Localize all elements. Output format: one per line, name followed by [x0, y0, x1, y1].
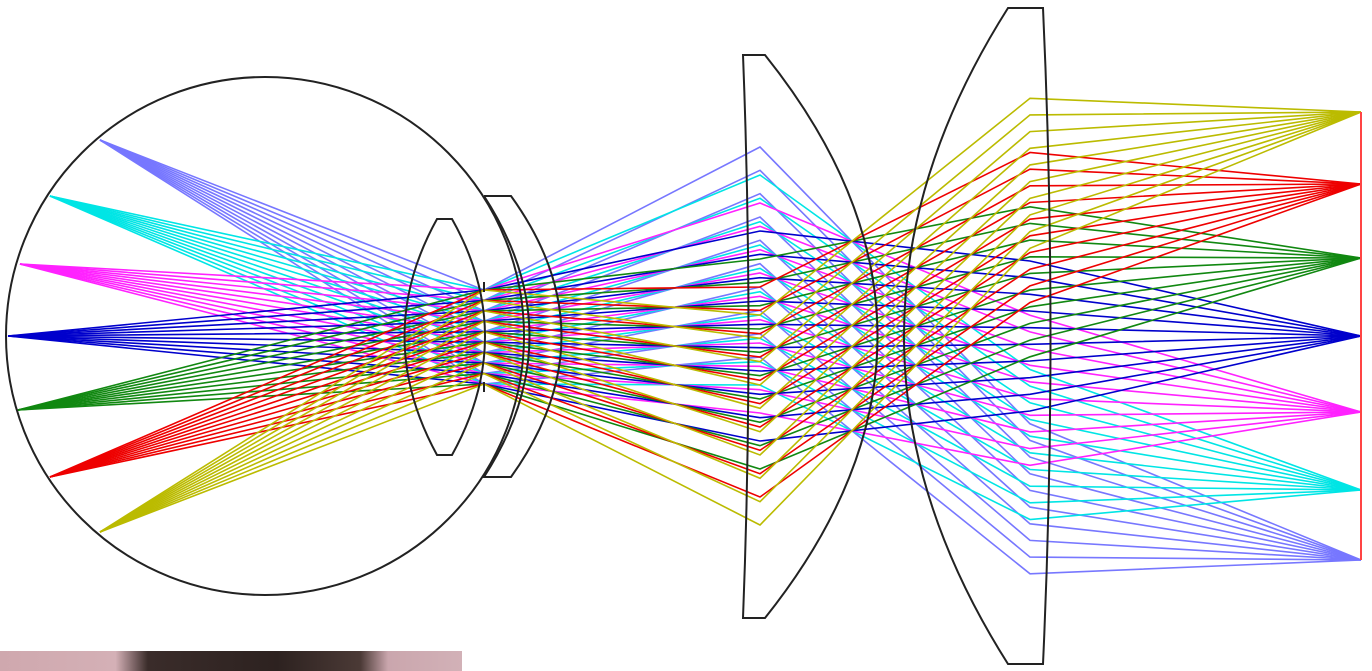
relay-lens-1 — [741, 54, 879, 619]
ray-blue-9 — [7, 335, 1362, 442]
ray-green-0 — [17, 205, 1362, 411]
ray-olive-0 — [99, 97, 1362, 533]
ray-blue-1 — [7, 253, 1362, 337]
relay-lens-2 — [903, 7, 1052, 665]
ray-cyan-1 — [49, 195, 1362, 491]
ray-green-9 — [17, 257, 1362, 470]
ray-olive-2 — [99, 111, 1362, 533]
ray-magenta-6 — [19, 263, 1362, 417]
eye-crystalline-lens — [403, 218, 486, 456]
ray-red-3 — [49, 183, 1362, 478]
ray-blue-4 — [7, 323, 1362, 337]
ray-blue-light-0 — [99, 139, 1362, 561]
ray-blue-light-2 — [99, 139, 1362, 561]
ray-magenta-8 — [19, 263, 1362, 450]
ray-magenta-4 — [19, 263, 1362, 413]
ray-cyan-3 — [49, 195, 1362, 491]
ray-olive-9 — [99, 111, 1362, 533]
ray-olive-6 — [99, 111, 1362, 533]
optical-elements — [5, 7, 1052, 665]
ray-olive-1 — [99, 111, 1362, 533]
ray-green-1 — [17, 222, 1362, 411]
ray-cyan-0 — [49, 174, 1362, 491]
face-photo-icon — [0, 651, 462, 671]
ray-red-4 — [49, 183, 1362, 478]
ray-green-8 — [17, 257, 1362, 447]
ray-magenta-5 — [19, 263, 1362, 413]
ray-red-0 — [49, 151, 1362, 478]
ray-green-7 — [17, 257, 1362, 424]
ray-green-4 — [17, 257, 1362, 411]
ray-olive-5 — [99, 111, 1362, 533]
ray-magenta-2 — [19, 248, 1362, 413]
ray-blue-5 — [7, 335, 1362, 349]
ray-olive-8 — [99, 111, 1362, 533]
ray-olive-7 — [99, 111, 1362, 533]
ray-blue-light-5 — [99, 139, 1362, 561]
ray-blue-light-3 — [99, 139, 1362, 561]
ray-cyan-2 — [49, 195, 1362, 491]
ray-blue-light-1 — [99, 139, 1362, 561]
ray-magenta-3 — [19, 263, 1362, 413]
ray-blue-3 — [7, 300, 1362, 337]
ray-cyan-5 — [49, 195, 1362, 491]
ray-green-2 — [17, 239, 1362, 411]
ray-blue-0 — [7, 230, 1362, 337]
ray-blue-6 — [7, 335, 1362, 372]
ray-cyan-4 — [49, 195, 1362, 491]
ray-green-6 — [17, 257, 1362, 411]
ray-blue-2 — [7, 276, 1362, 337]
ray-green-3 — [17, 255, 1362, 411]
ray-red-1 — [49, 168, 1362, 478]
ray-olive-4 — [99, 111, 1362, 533]
eye-cornea — [482, 195, 563, 478]
eyeball-outline — [5, 76, 525, 596]
ray-bundles — [7, 97, 1362, 575]
ray-red-9 — [49, 183, 1362, 498]
ray-red-2 — [49, 183, 1362, 478]
ray-blue-8 — [7, 335, 1362, 419]
ray-blue-light-4 — [99, 139, 1362, 561]
ray-olive-3 — [99, 111, 1362, 533]
ray-green-5 — [17, 257, 1362, 411]
ray-blue-7 — [7, 335, 1362, 396]
ray-magenta-0 — [19, 202, 1362, 413]
ray-magenta-1 — [19, 225, 1362, 413]
